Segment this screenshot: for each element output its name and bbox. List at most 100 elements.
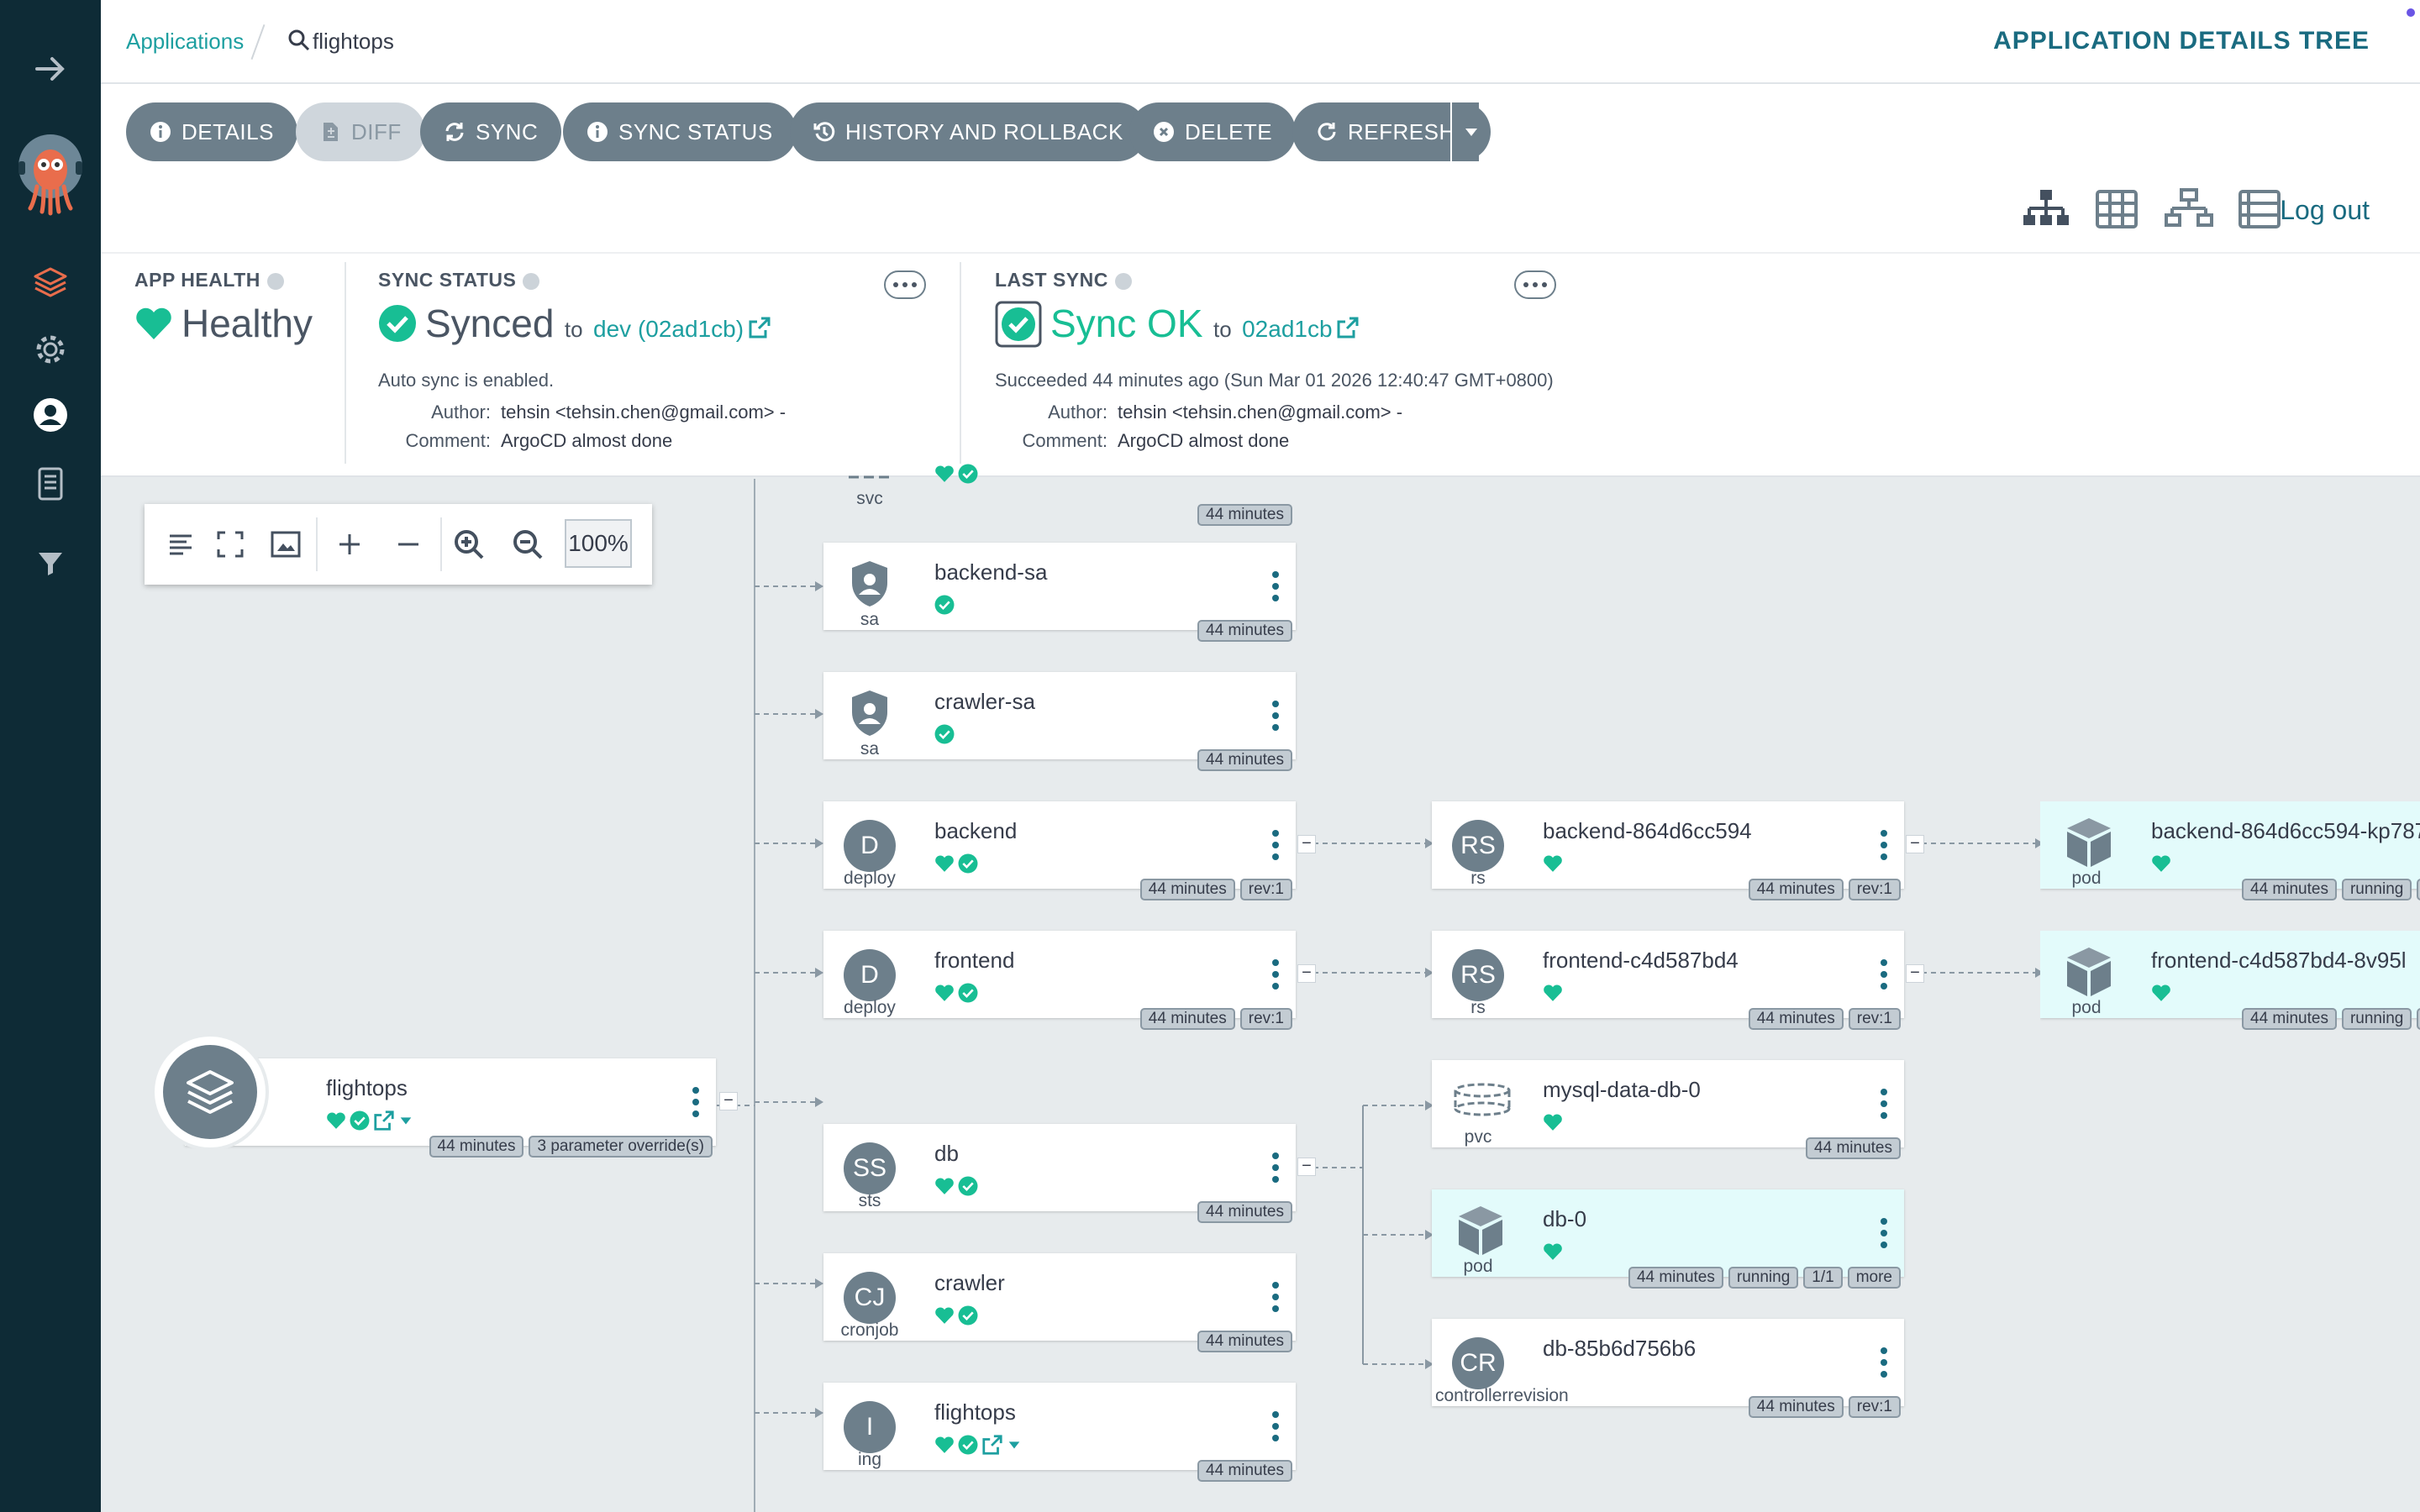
node-menu-button[interactable]: [1272, 1411, 1279, 1441]
external-link-icon[interactable]: [748, 316, 771, 339]
flightops-ingress-node[interactable]: I ing flightops 44 minutes: [823, 1383, 1296, 1482]
details-button[interactable]: DETAILS: [126, 102, 297, 161]
node-kind: pod: [2071, 869, 2102, 888]
zoom-in-icon[interactable]: [450, 526, 487, 563]
node-menu-button[interactable]: [1272, 571, 1279, 601]
history-rollback-button[interactable]: HISTORY AND ROLLBACK: [790, 102, 1147, 161]
diff-button[interactable]: DIFF: [296, 102, 425, 161]
divider: [345, 262, 346, 464]
db-statefulset-node[interactable]: SS sts db 44 minutes −: [823, 1124, 1316, 1223]
delete-button[interactable]: DELETE: [1129, 102, 1297, 161]
author-value: tehsin <tehsin.chen@gmail.com> -: [1118, 402, 1403, 423]
svc-node[interactable]: svc 44 minutes: [823, 454, 1296, 541]
collapse-toggle[interactable]: −: [1906, 835, 1924, 853]
frontend-replicaset-node[interactable]: RS rs frontend-c4d587bd4 44 minutes rev:1…: [1432, 931, 1924, 1030]
logout-link[interactable]: Log out: [2280, 195, 2370, 225]
node-menu-button[interactable]: [1272, 701, 1279, 731]
collapse-toggle[interactable]: −: [719, 1092, 738, 1110]
app-health-value: Healthy: [182, 302, 313, 345]
node-menu-button[interactable]: [1272, 1282, 1279, 1312]
heart-icon: [935, 1178, 954, 1194]
zoom-level[interactable]: 100%: [565, 519, 632, 568]
node-name: flightops: [934, 1399, 1016, 1425]
backend-sa-node[interactable]: sa backend-sa 44 minutes: [823, 543, 1296, 642]
list-view-icon[interactable]: [2235, 188, 2284, 234]
node-name: frontend-c4d587bd4-8v95l: [2151, 948, 2407, 973]
node-menu-button[interactable]: [1881, 1089, 1887, 1119]
frontend-deployment-node[interactable]: D deploy frontend 44 minutes rev:1 −: [823, 931, 1316, 1030]
sync-revision-link[interactable]: dev (02ad1cb): [593, 316, 744, 342]
fit-to-screen-icon[interactable]: [267, 526, 304, 563]
author-label: Author:: [1048, 402, 1107, 423]
node-menu-button[interactable]: [1881, 1347, 1887, 1378]
heart-icon: [935, 1307, 954, 1324]
help-icon[interactable]: [266, 272, 284, 290]
node-menu-button[interactable]: [1881, 830, 1887, 860]
last-sync-more-button[interactable]: [1514, 270, 1556, 299]
sync-status-button[interactable]: SYNC STATUS: [563, 102, 797, 161]
node-menu-button[interactable]: [692, 1087, 699, 1117]
application-root-node[interactable]: flightops 44 minutes 3 parameter override…: [155, 1037, 738, 1158]
mysql-pvc-node[interactable]: pvc mysql-data-db-0 44 minutes: [1432, 1060, 1904, 1159]
author-value: tehsin <tehsin.chen@gmail.com> -: [501, 402, 786, 423]
collapse-toggle[interactable]: −: [1906, 964, 1924, 983]
check-circle-icon: [958, 853, 978, 874]
applications-layers-icon[interactable]: [25, 257, 76, 307]
expand-sidebar-icon[interactable]: [25, 44, 76, 94]
node-menu-button[interactable]: [1272, 830, 1279, 860]
breadcrumb-current-app[interactable]: flightops: [313, 29, 394, 54]
external-link-icon[interactable]: [373, 1110, 395, 1131]
external-link-icon[interactable]: [1336, 316, 1360, 339]
node-name: backend: [934, 818, 1018, 843]
external-link-icon[interactable]: [981, 1434, 1003, 1456]
filter-icon[interactable]: [25, 538, 76, 588]
collapse-toggle[interactable]: −: [1297, 835, 1316, 853]
node-menu-button[interactable]: [1881, 959, 1887, 990]
node-menu-button[interactable]: [1881, 1218, 1887, 1248]
age-tag: 44 minutes: [1197, 1460, 1292, 1482]
user-info-icon[interactable]: [25, 390, 76, 440]
more-tag[interactable]: more: [1847, 1267, 1901, 1289]
last-sync-revision-link[interactable]: 02ad1cb: [1242, 316, 1333, 342]
zoom-out-icon[interactable]: [509, 526, 546, 563]
refresh-dropdown-caret[interactable]: [1450, 102, 1491, 161]
node-menu-button[interactable]: [1272, 1152, 1279, 1183]
tree-view-icon[interactable]: [2022, 188, 2070, 234]
breadcrumb-applications-link[interactable]: Applications: [126, 29, 245, 54]
expand-all-icon[interactable]: [331, 526, 368, 563]
crawler-sa-node[interactable]: sa crawler-sa 44 minutes: [823, 672, 1296, 771]
network-view-icon[interactable]: [2165, 188, 2213, 234]
align-left-icon[interactable]: [163, 526, 200, 563]
node-kind: sa: [860, 739, 880, 759]
collapse-toggle[interactable]: −: [1297, 964, 1316, 983]
app-health-heading: APP HEALTH: [134, 269, 284, 291]
pods-grid-view-icon[interactable]: [2092, 188, 2141, 234]
db-0-pod-node[interactable]: pod db-0 44 minutes running 1/1 more: [1432, 1189, 1904, 1289]
crawler-cronjob-node[interactable]: CJ cronjob crawler 44 minutes: [823, 1253, 1296, 1352]
backend-deployment-node[interactable]: D deploy backend 44 minutes rev:1 −: [823, 801, 1316, 900]
sync-status-more-button[interactable]: [884, 270, 926, 299]
documentation-icon[interactable]: [25, 459, 76, 509]
frontend-pod-node[interactable]: pod frontend-c4d587bd4-8v95l 44 minutes r…: [2040, 931, 2420, 1040]
collapse-all-icon[interactable]: [390, 526, 427, 563]
sync-label: SYNC: [476, 118, 539, 144]
backend-replicaset-node[interactable]: RS rs backend-864d6cc594 44 minutes rev:1…: [1432, 801, 1924, 900]
fullscreen-icon[interactable]: [212, 526, 249, 563]
node-menu-button[interactable]: [1272, 959, 1279, 990]
backend-pod-node[interactable]: pod backend-864d6cc594-kp787 44 minutes r…: [2040, 801, 2420, 911]
settings-gear-icon[interactable]: [25, 324, 76, 375]
db-controllerrevision-node[interactable]: CR controllerrevision db-85b6d756b6 44 m…: [1432, 1319, 1904, 1418]
collapse-toggle[interactable]: −: [1297, 1158, 1316, 1176]
help-icon[interactable]: [1114, 272, 1132, 290]
resource-tree-graph[interactable]: 100% svc 44 minutes sa backend-sa 44 min…: [101, 464, 2420, 1512]
refresh-icon: [1318, 123, 1336, 141]
auto-sync-text: Auto sync is enabled.: [378, 370, 555, 391]
heart-icon: [935, 855, 954, 872]
sync-button[interactable]: SYNC: [420, 102, 562, 161]
caret-down-icon[interactable]: [398, 1113, 413, 1128]
help-icon[interactable]: [523, 272, 540, 290]
refresh-button[interactable]: REFRESH: [1292, 102, 1479, 161]
node-kind: rs: [1470, 998, 1486, 1017]
search-icon[interactable]: [287, 29, 311, 52]
caret-down-icon[interactable]: [1007, 1437, 1022, 1452]
